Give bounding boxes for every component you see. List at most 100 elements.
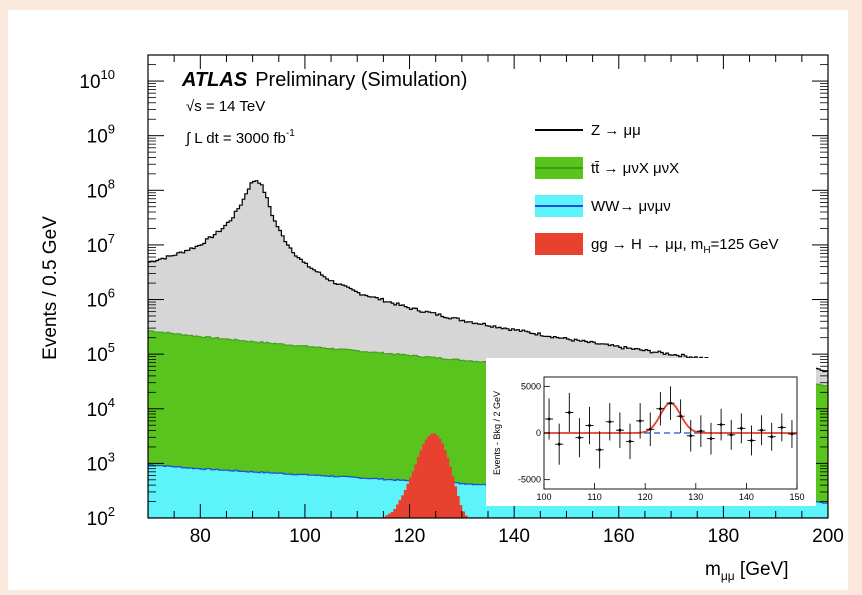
- histogram-chart: Events / 0.5 GeV 80 100 120 140 160 180 200 102…: [40, 54, 844, 583]
- inset-residual-plot: Events - Bkg / 2 GeV 100 110 120 130 140 150 50…: [486, 358, 816, 506]
- inset-marker: [739, 426, 743, 430]
- inset-data-point: [615, 412, 624, 448]
- x-tick-label: 140: [498, 526, 530, 547]
- inset-marker: [750, 439, 753, 442]
- inset-data-point: [787, 419, 796, 448]
- inset-marker: [658, 407, 662, 411]
- y-tick-label: 107: [87, 231, 115, 257]
- x-tick-label: 200: [812, 526, 844, 547]
- inset-data-point: [757, 415, 766, 446]
- inset-x-tick-label: 110: [587, 492, 601, 502]
- inset-marker: [567, 411, 571, 414]
- inset-data-point: [626, 423, 635, 460]
- inset-marker: [618, 428, 622, 432]
- inset-marker: [628, 440, 632, 443]
- inset-data-point: [727, 419, 736, 450]
- inset-marker: [578, 436, 581, 440]
- luminosity-exponent: -1: [286, 128, 295, 139]
- svg-text:mμμ [GeV]: mμμ [GeV]: [705, 559, 789, 583]
- legend-swatch-box: [535, 233, 583, 255]
- y-tick-label: 105: [87, 340, 115, 366]
- y-axis-title: Events / 0.5 GeV: [40, 216, 61, 360]
- inset-data-point: [767, 422, 776, 451]
- inset-x-tick-label: 140: [739, 492, 754, 502]
- inset-marker: [780, 426, 784, 429]
- preliminary-label: Preliminary (Simulation): [255, 69, 467, 91]
- atlas-label: ATLAS: [181, 69, 248, 91]
- inset-marker: [689, 434, 693, 438]
- y-tick-label: 108: [87, 176, 115, 202]
- inset-marker: [790, 432, 794, 436]
- inset-marker: [588, 424, 591, 427]
- inset-data-point: [595, 431, 604, 469]
- luminosity-label: ∫ L dt = 3000 fb: [185, 130, 286, 147]
- inset-marker: [638, 419, 642, 423]
- inset-data-point: [666, 386, 675, 420]
- x-tick-label: 180: [708, 526, 740, 547]
- higgs-signal-histogram: [382, 433, 468, 518]
- sqrt-s-label: √s = 14 TeV: [186, 98, 265, 115]
- inset-marker: [699, 429, 703, 433]
- inset-marker: [679, 414, 683, 418]
- inset-data-point: [777, 413, 786, 442]
- inset-marker: [608, 420, 612, 424]
- legend: Z → μμ tt̄ → μνX μνX WW→ μνμν gg → H → μμ, …: [535, 122, 779, 256]
- inset-marker: [598, 448, 602, 452]
- inset-y-tick-label: 0: [536, 428, 541, 438]
- chart-canvas: Events / 0.5 GeV 80 100 120 140 160 180 200 102…: [8, 10, 848, 590]
- inset-background: [486, 358, 816, 506]
- inset-data-point: [676, 399, 685, 433]
- inset-x-tick-label: 150: [789, 492, 804, 502]
- inset-data-point: [656, 391, 665, 426]
- inset-data-point: [646, 412, 655, 447]
- axis-ticks: 80 100 120 140 160 180 200 102 103 104 105 106 107 10…: [79, 54, 844, 547]
- inset-y-tick-label: -5000: [518, 475, 541, 485]
- y-axis-label: Events / 0.5 GeV: [40, 216, 61, 360]
- y-tick-label: 104: [87, 395, 115, 421]
- inset-marker: [648, 427, 652, 431]
- x-tick-label: 80: [190, 526, 211, 547]
- inset-data-point: [717, 408, 726, 441]
- inset-plot-area: [544, 386, 797, 469]
- y-tick-label: 1010: [79, 67, 115, 93]
- inset-data-point: [737, 413, 746, 444]
- inset-data-point: [565, 392, 574, 433]
- x-tick-label: 100: [289, 526, 321, 547]
- inset-data-point: [747, 425, 756, 456]
- inset-data-point: [686, 419, 695, 452]
- inset-marker: [709, 437, 713, 440]
- inset-data-point: [706, 422, 715, 455]
- inset-marker: [729, 433, 733, 437]
- inset-data-point: [585, 406, 594, 445]
- x-tick-label: 160: [603, 526, 635, 547]
- inset-y-tick-label: 5000: [521, 381, 541, 391]
- inset-marker: [760, 428, 763, 432]
- x-axis-label-subscript: μμ: [721, 569, 735, 583]
- inset-x-tick-label: 120: [638, 492, 653, 502]
- inset-marker: [669, 401, 672, 405]
- legend-label: Z → μμ: [591, 122, 641, 139]
- inset-marker: [719, 423, 723, 426]
- inset-data-point: [575, 418, 584, 458]
- inset-marker: [557, 442, 561, 446]
- inset-data-point: [555, 423, 564, 465]
- inset-marker: [770, 435, 774, 439]
- y-tick-label: 109: [87, 122, 115, 148]
- y-tick-label: 102: [87, 504, 115, 530]
- legend-label: tt̄ → μνX μνX: [591, 160, 679, 177]
- y-tick-label: 106: [87, 286, 115, 312]
- inset-x-tick-label: 100: [536, 492, 551, 502]
- x-tick-label: 120: [394, 526, 426, 547]
- svg-text:∫ L dt = 3000 fb-1: ∫ L dt = 3000 fb-1: [185, 128, 295, 147]
- x-axis-label-unit: [GeV]: [735, 559, 789, 580]
- x-axis-title: mμμ [GeV]: [705, 559, 789, 583]
- inset-marker: [547, 417, 551, 421]
- x-axis-label: m: [705, 559, 721, 580]
- inset-data-point: [696, 415, 705, 447]
- inset-data-point: [605, 403, 614, 441]
- legend-label: WW→ μνμν: [591, 198, 671, 215]
- inset-y-axis-label: Events - Bkg / 2 GeV: [492, 391, 502, 475]
- inset-data-point: [636, 403, 645, 439]
- inset-x-tick-label: 130: [688, 492, 703, 502]
